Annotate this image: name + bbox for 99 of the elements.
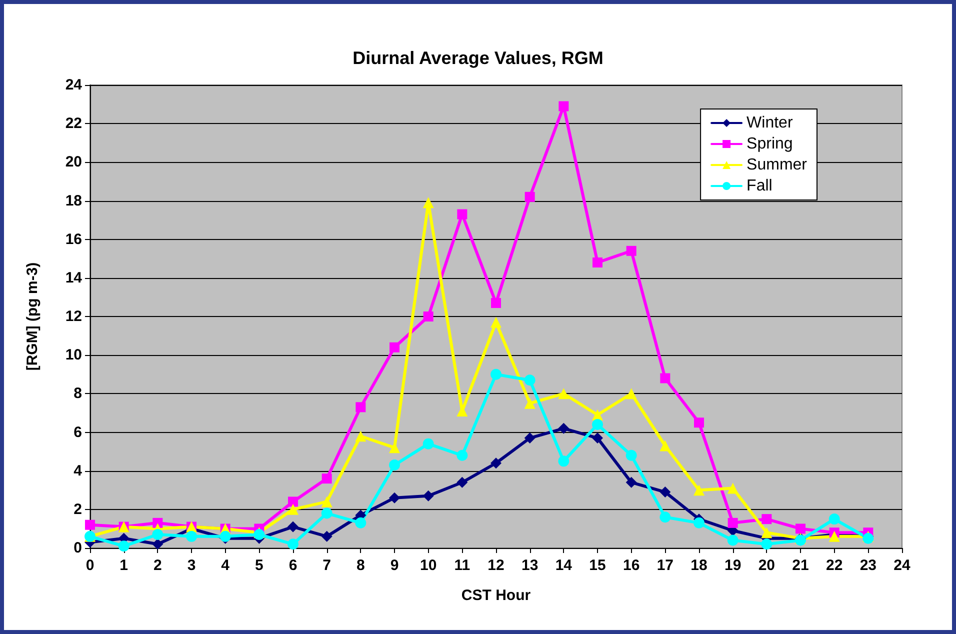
point — [456, 476, 468, 488]
legend-label: Summer — [746, 156, 808, 174]
point — [796, 524, 806, 534]
point — [490, 368, 502, 380]
x-tick-label: 14 — [555, 557, 573, 574]
x-tick-label: 12 — [488, 557, 504, 574]
point — [389, 492, 400, 504]
point — [558, 388, 570, 400]
point — [626, 388, 637, 400]
point — [288, 496, 298, 507]
y-tick-label: 4 — [74, 462, 83, 480]
x-axis-title: CST Hour — [461, 587, 531, 604]
x-tick-label: 0 — [86, 557, 94, 574]
point — [524, 374, 536, 386]
point — [355, 430, 366, 442]
point — [558, 456, 570, 467]
point — [524, 192, 535, 202]
point — [321, 496, 332, 508]
x-tick-label: 22 — [826, 557, 843, 574]
y-tick-label: 6 — [74, 424, 82, 441]
x-tick-label: 20 — [758, 557, 776, 574]
x-tick-label: 21 — [792, 557, 809, 574]
point — [524, 432, 536, 444]
x-tick-label: 16 — [622, 557, 640, 574]
point — [288, 521, 298, 532]
point — [727, 482, 738, 494]
y-tick-label: 16 — [65, 230, 82, 248]
point — [356, 402, 366, 412]
x-tick-label: 13 — [521, 557, 538, 574]
x-tick-label: 15 — [589, 557, 606, 574]
point — [524, 398, 536, 409]
point — [152, 538, 164, 550]
point — [626, 246, 636, 256]
point — [457, 209, 468, 220]
x-tick-label: 4 — [221, 557, 230, 574]
x-tick-label: 18 — [690, 557, 708, 574]
y-tick-label: 0 — [74, 540, 82, 556]
x-tick-label: 7 — [322, 557, 332, 574]
point — [490, 458, 502, 469]
x-tick-label: 1 — [120, 557, 128, 574]
y-tick-label: 8 — [74, 385, 82, 402]
point — [592, 432, 603, 444]
y-tick-label: 20 — [65, 154, 82, 171]
point — [490, 316, 502, 328]
x-tick-label: 3 — [187, 557, 196, 574]
point — [626, 450, 637, 461]
x-tick-label: 9 — [390, 557, 399, 574]
point — [660, 373, 670, 384]
point — [118, 540, 130, 552]
point — [456, 450, 468, 461]
point — [390, 342, 400, 352]
legend-label: Winter — [746, 114, 794, 132]
point — [422, 197, 434, 208]
point — [422, 438, 434, 450]
point — [152, 529, 164, 540]
point — [727, 534, 738, 546]
point — [321, 530, 332, 542]
y-tick-label: 2 — [74, 500, 82, 518]
point — [321, 508, 332, 519]
x-tick-label: 2 — [153, 557, 162, 574]
point — [322, 474, 332, 484]
x-tick-label: 23 — [860, 557, 877, 574]
point — [761, 527, 772, 538]
point — [422, 490, 434, 502]
y-tick-label: 14 — [65, 269, 83, 286]
point — [694, 418, 704, 428]
y-tick-label: 24 — [65, 76, 83, 94]
point — [728, 518, 738, 528]
point — [558, 422, 570, 434]
point — [186, 530, 197, 542]
point — [558, 101, 569, 112]
point — [288, 538, 298, 550]
point — [85, 520, 95, 530]
point — [660, 486, 671, 498]
chart-title: Diurnal Average Values, RGM — [352, 48, 604, 68]
point — [694, 484, 704, 496]
y-tick-label: 22 — [65, 115, 82, 132]
point — [626, 476, 637, 488]
point — [491, 298, 501, 308]
y-tick-label: 10 — [65, 346, 82, 364]
point — [660, 512, 671, 523]
legend-label: Spring — [746, 136, 793, 152]
point — [828, 514, 840, 525]
point — [660, 440, 671, 452]
point — [389, 442, 400, 454]
y-axis-title: [RGM] (pg m-3) — [24, 262, 41, 371]
x-tick-label: 19 — [724, 557, 742, 574]
x-tick-label: 11 — [454, 557, 470, 574]
x-tick-label: 5 — [254, 557, 264, 574]
x-tick-label: 17 — [656, 557, 674, 574]
point — [761, 538, 772, 550]
point — [355, 517, 366, 528]
x-tick-label: 6 — [288, 557, 298, 574]
point — [762, 514, 772, 524]
point — [592, 257, 602, 268]
point — [592, 419, 603, 430]
x-tick-label: 8 — [356, 557, 365, 574]
point — [389, 460, 400, 471]
point — [423, 312, 434, 322]
